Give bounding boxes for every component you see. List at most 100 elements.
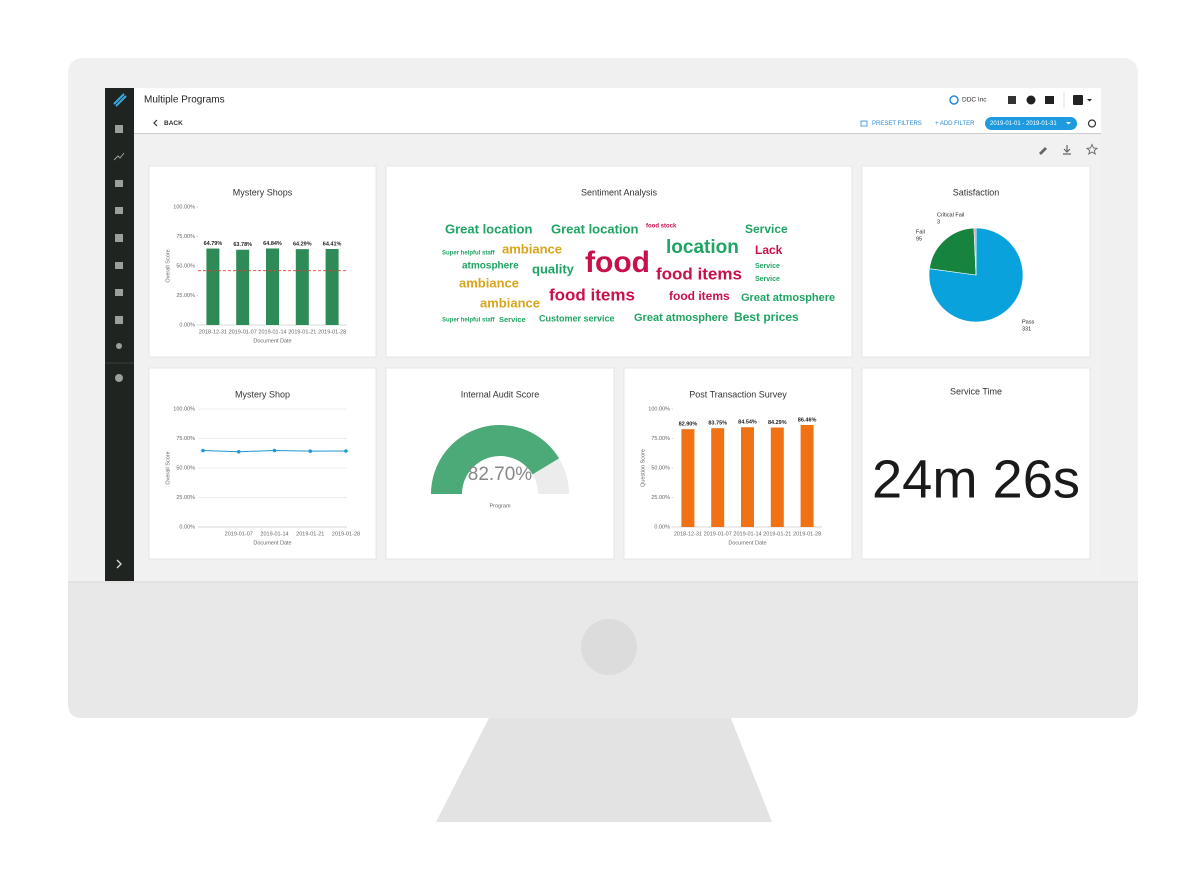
y-tick-label: 0.00% bbox=[179, 322, 195, 328]
y-tick-label: 25.00% bbox=[651, 495, 670, 501]
word: food bbox=[585, 246, 650, 279]
point bbox=[201, 448, 205, 453]
word: ambiance bbox=[502, 241, 562, 256]
nav-chat[interactable] bbox=[115, 207, 123, 214]
favorite-icon[interactable] bbox=[1085, 143, 1099, 155]
back-button[interactable]: BACK bbox=[164, 120, 183, 127]
word: Best prices bbox=[734, 310, 799, 324]
nav-briefcase[interactable] bbox=[115, 316, 123, 324]
word: Super helpful staff bbox=[442, 318, 496, 324]
x-tick-label: 2019-01-14 bbox=[733, 531, 761, 537]
sidebar-icons bbox=[113, 125, 125, 382]
word: Great atmosphere bbox=[741, 292, 835, 304]
slice-label: Fail bbox=[916, 229, 925, 235]
widget-title: Mystery Shops bbox=[233, 187, 293, 197]
word: Lack bbox=[755, 243, 783, 257]
bar bbox=[295, 249, 309, 325]
word: Great atmosphere bbox=[634, 312, 728, 324]
help-icon[interactable] bbox=[1026, 95, 1036, 105]
x-tick-label: 2019-01-21 bbox=[763, 531, 791, 537]
x-tick-label: 2019-01-28 bbox=[332, 531, 360, 537]
nav-home[interactable] bbox=[115, 125, 123, 133]
y-tick-label: 50.00% bbox=[651, 465, 670, 471]
y-axis-title: Overall Score bbox=[165, 451, 171, 484]
bar bbox=[711, 428, 725, 527]
account-icon[interactable] bbox=[1073, 95, 1083, 105]
slice-label: Pass bbox=[1022, 319, 1034, 325]
y-tick-label: 0.00% bbox=[654, 524, 670, 530]
x-tick-label: 2018-12-31 bbox=[199, 329, 227, 335]
expand-sidebar[interactable] bbox=[116, 559, 122, 569]
word: Great location bbox=[551, 221, 638, 236]
sidebar bbox=[105, 88, 134, 581]
x-axis-title: Document Date bbox=[728, 540, 766, 546]
word: Service bbox=[745, 222, 788, 236]
word: Super helpful staff bbox=[442, 251, 496, 257]
word: Service bbox=[499, 315, 526, 324]
x-tick-label: 2019-01-07 bbox=[229, 329, 257, 335]
nav-folder[interactable] bbox=[115, 289, 123, 296]
account-caret[interactable] bbox=[1087, 99, 1092, 102]
word: food items bbox=[549, 285, 635, 304]
y-tick-label: 50.00% bbox=[176, 465, 195, 471]
word: Customer service bbox=[539, 313, 615, 323]
value-label: 84.29% bbox=[768, 420, 787, 426]
download-icon[interactable] bbox=[1063, 145, 1071, 155]
toolbar bbox=[134, 113, 1101, 133]
value-label: 82.90% bbox=[679, 422, 698, 428]
refresh-icon[interactable] bbox=[1087, 119, 1097, 128]
nav-reports[interactable] bbox=[115, 180, 123, 187]
x-tick-label: 2019-01-28 bbox=[793, 531, 821, 537]
widget-title: Service Time bbox=[950, 386, 1002, 396]
nav-dashboard[interactable] bbox=[115, 234, 123, 242]
gauge-value: 82.70% bbox=[468, 464, 533, 485]
bar bbox=[325, 248, 339, 325]
widget-title: Sentiment Analysis bbox=[581, 187, 658, 197]
feedback-icon[interactable] bbox=[1045, 96, 1054, 104]
y-tick-label: 75.00% bbox=[176, 436, 195, 442]
preset-icon[interactable] bbox=[860, 120, 868, 127]
apps-icon[interactable] bbox=[1008, 96, 1016, 104]
nav-share[interactable] bbox=[116, 343, 122, 349]
x-tick-label: 2019-01-07 bbox=[225, 531, 253, 537]
company-name[interactable]: DDC Inc bbox=[962, 97, 987, 104]
pie-slice bbox=[929, 227, 977, 276]
date-pill[interactable] bbox=[985, 117, 1077, 130]
bar bbox=[266, 248, 279, 325]
date-caret[interactable] bbox=[1066, 122, 1071, 125]
y-axis-title: Question Score bbox=[640, 449, 646, 487]
y-tick-label: 100.00% bbox=[173, 406, 195, 412]
back-arrow[interactable] bbox=[153, 119, 158, 127]
x-tick-label: 2019-01-07 bbox=[704, 531, 732, 537]
page-title: Multiple Programs bbox=[144, 95, 225, 106]
y-tick-label: 50.00% bbox=[176, 263, 195, 269]
y-tick-label: 75.00% bbox=[176, 234, 195, 240]
point bbox=[344, 449, 348, 453]
word: quality bbox=[532, 261, 575, 276]
pie-slice bbox=[973, 227, 977, 276]
logo[interactable] bbox=[113, 93, 127, 107]
widget-title: Internal Audit Score bbox=[461, 389, 540, 399]
widget-card bbox=[385, 165, 853, 358]
kpi-value: 24m 26s bbox=[872, 449, 1080, 509]
nav-trend[interactable] bbox=[113, 152, 125, 161]
value-label: 64.84% bbox=[263, 241, 282, 247]
gauge-label: Program bbox=[489, 503, 511, 509]
slice-value: 95 bbox=[916, 236, 922, 242]
x-tick-label: 2019-01-21 bbox=[296, 531, 324, 537]
header-bar bbox=[134, 88, 1101, 113]
company-icon bbox=[949, 95, 959, 105]
point bbox=[308, 449, 313, 453]
value-label: 64.79% bbox=[204, 241, 223, 247]
date-range[interactable]: 2019-01-01 - 2019-01-31 bbox=[990, 121, 1057, 127]
value-label: 86.46% bbox=[798, 417, 817, 423]
value-label: 83.75% bbox=[708, 421, 727, 427]
word: Great location bbox=[445, 221, 532, 236]
nav-list[interactable] bbox=[115, 262, 123, 269]
widget-title: Mystery Shop bbox=[235, 389, 290, 399]
edit-icon[interactable] bbox=[1039, 147, 1047, 155]
nav-settings[interactable] bbox=[115, 374, 123, 382]
add-filter[interactable]: + ADD FILTER bbox=[935, 121, 975, 127]
preset-filters[interactable]: PRESET FILTERS bbox=[872, 121, 922, 127]
